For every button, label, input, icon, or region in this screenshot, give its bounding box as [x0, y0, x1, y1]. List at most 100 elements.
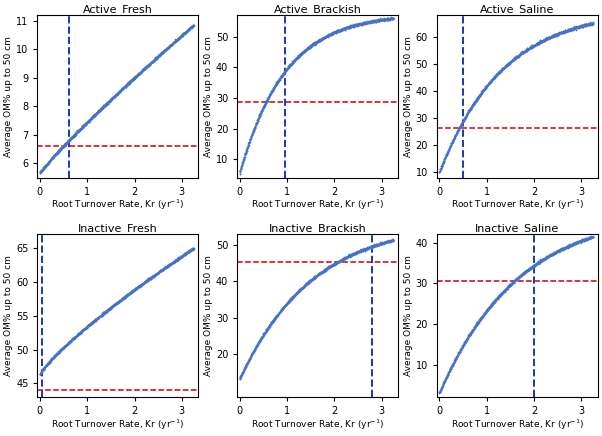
- Point: [320, 265, 329, 272]
- Point: [485, 304, 494, 311]
- Point: [472, 97, 482, 104]
- Point: [66, 337, 76, 344]
- Point: [567, 242, 577, 249]
- Point: [337, 256, 347, 263]
- Point: [321, 33, 331, 40]
- Point: [455, 350, 464, 357]
- Point: [54, 348, 63, 355]
- Point: [453, 351, 463, 358]
- Point: [130, 285, 140, 292]
- Point: [466, 105, 476, 112]
- Point: [186, 24, 196, 31]
- Point: [285, 62, 294, 69]
- Point: [70, 334, 79, 341]
- Point: [125, 290, 135, 296]
- Point: [162, 44, 172, 51]
- Point: [435, 166, 445, 173]
- Point: [116, 296, 125, 303]
- Point: [58, 345, 67, 352]
- Point: [436, 387, 445, 394]
- Point: [338, 26, 347, 33]
- Point: [520, 48, 530, 55]
- Point: [387, 236, 397, 243]
- Point: [178, 31, 187, 38]
- Point: [269, 317, 279, 324]
- Point: [284, 298, 294, 305]
- Point: [265, 89, 275, 96]
- Point: [467, 102, 477, 109]
- Point: [88, 318, 98, 325]
- Point: [448, 136, 458, 143]
- Point: [323, 265, 333, 272]
- Point: [304, 44, 314, 51]
- Point: [237, 163, 246, 170]
- Point: [562, 27, 572, 34]
- Point: [501, 285, 511, 292]
- Point: [73, 128, 83, 135]
- Point: [503, 61, 512, 68]
- Point: [565, 25, 575, 32]
- Point: [334, 27, 343, 34]
- Point: [72, 333, 81, 340]
- Point: [53, 349, 63, 356]
- Title: Active_Saline: Active_Saline: [480, 4, 554, 15]
- Point: [363, 20, 373, 27]
- Point: [315, 35, 325, 42]
- Point: [445, 366, 455, 373]
- Point: [299, 283, 308, 290]
- Point: [535, 259, 545, 266]
- Point: [474, 92, 483, 99]
- Point: [551, 32, 560, 39]
- Point: [476, 91, 486, 98]
- Point: [361, 20, 371, 27]
- Point: [247, 351, 256, 358]
- Point: [479, 87, 489, 94]
- Point: [467, 328, 477, 335]
- Point: [134, 71, 144, 78]
- Point: [167, 40, 176, 47]
- Point: [146, 274, 156, 281]
- Point: [337, 257, 346, 264]
- Point: [134, 70, 144, 77]
- Point: [468, 101, 478, 108]
- Point: [176, 33, 185, 40]
- Point: [259, 104, 268, 111]
- Point: [160, 265, 169, 272]
- Point: [582, 235, 592, 242]
- Point: [458, 117, 468, 124]
- Point: [309, 39, 319, 46]
- Point: [137, 281, 147, 288]
- Point: [61, 342, 70, 349]
- Point: [189, 245, 199, 252]
- Point: [487, 301, 497, 308]
- Point: [461, 113, 471, 120]
- Point: [315, 270, 324, 277]
- Point: [555, 247, 565, 254]
- Point: [535, 38, 544, 45]
- Point: [580, 237, 590, 244]
- Point: [547, 34, 556, 41]
- Point: [387, 14, 397, 21]
- Point: [524, 266, 533, 273]
- Point: [122, 292, 132, 299]
- Point: [378, 239, 388, 246]
- Point: [172, 36, 182, 43]
- Point: [324, 265, 334, 272]
- Point: [487, 75, 497, 82]
- Point: [494, 293, 504, 300]
- Point: [129, 75, 139, 82]
- Point: [158, 49, 167, 56]
- Point: [544, 34, 554, 41]
- Point: [167, 259, 177, 266]
- Point: [295, 286, 305, 293]
- Point: [274, 311, 284, 318]
- Point: [521, 269, 530, 276]
- Point: [460, 115, 470, 122]
- Point: [467, 103, 477, 110]
- Point: [134, 283, 144, 290]
- Point: [158, 265, 167, 272]
- Point: [313, 270, 323, 277]
- Point: [309, 40, 318, 47]
- Point: [39, 366, 48, 373]
- Point: [276, 73, 285, 80]
